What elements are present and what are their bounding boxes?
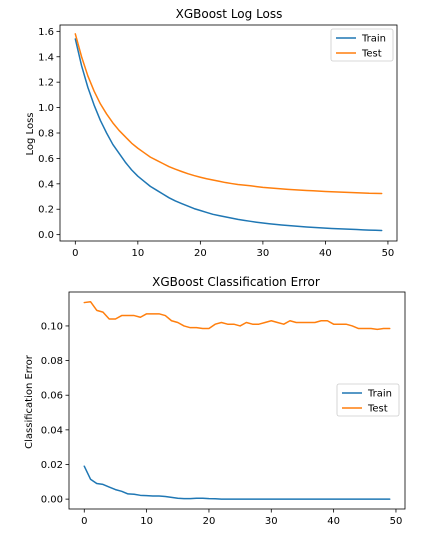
y-tick-label: 0.00 — [41, 495, 63, 506]
ticks-group: 0 10 20 30 40 50 0.00 0.02 0.04 0.06 0.08 0.10 — [41, 321, 403, 527]
chart-title: XGBoost Classification Error — [152, 275, 320, 289]
legend-label-train: Train — [361, 34, 386, 45]
y-tick-label: 1.2 — [38, 78, 54, 89]
x-tick-label: 10 — [131, 248, 144, 259]
x-tick-label: 20 — [194, 248, 207, 259]
series-line-test — [74, 33, 383, 195]
x-tick-label: 50 — [390, 516, 403, 527]
y-tick-label: 0.06 — [41, 391, 63, 402]
series-lines — [83, 300, 391, 500]
x-tick-label: 10 — [140, 516, 153, 527]
series-line-test — [83, 300, 391, 331]
legend: Train Test — [330, 28, 394, 62]
x-tick-label: 0 — [81, 516, 87, 527]
y-tick-label: 1.6 — [38, 27, 54, 38]
y-tick-label: 0.2 — [38, 205, 54, 216]
x-tick-label: 30 — [257, 248, 270, 259]
x-tick-label: 0 — [72, 248, 78, 259]
y-tick-label: 0.08 — [41, 356, 63, 367]
y-tick-label: 0.04 — [41, 425, 63, 436]
legend-label-test: Test — [367, 404, 388, 415]
y-tick-label: 1.4 — [38, 52, 54, 63]
plot-frame — [59, 24, 398, 242]
x-tick-label: 40 — [319, 248, 332, 259]
x-tick-label: 30 — [265, 516, 278, 527]
y-tick-label: 0.8 — [38, 129, 54, 140]
x-tick-label: 20 — [203, 516, 216, 527]
y-tick-label: 1.0 — [38, 103, 54, 114]
legend-label-train: Train — [367, 389, 392, 400]
y-tick-label: 0.4 — [38, 179, 54, 190]
ticks-group: 0 10 20 30 40 50 0.0 0.2 0.4 0.6 0.8 1.0 1.2 1.4 1.6 — [38, 27, 394, 259]
legend: Train Test — [336, 383, 400, 417]
log-loss-chart: XGBoost Log Loss Log Loss 0 10 20 30 40 50 0.0… — [25, 7, 398, 259]
y-tick-label: 0.02 — [41, 460, 63, 471]
y-tick-label: 0.0 — [38, 230, 54, 241]
chart-title: XGBoost Log Loss — [176, 7, 283, 21]
plot-frame — [68, 291, 406, 510]
legend-label-test: Test — [361, 49, 382, 60]
series-lines — [74, 33, 383, 232]
y-tick-label: 0.6 — [38, 154, 54, 165]
y-axis-label: Classification Error — [24, 354, 35, 449]
series-line-train — [74, 38, 383, 232]
y-axis-label: Log Loss — [25, 113, 36, 156]
series-line-train — [83, 465, 391, 500]
classification-error-chart: XGBoost Classification Error Classificat… — [24, 275, 406, 527]
x-tick-label: 50 — [382, 248, 395, 259]
x-tick-label: 40 — [327, 516, 340, 527]
y-tick-label: 0.10 — [41, 321, 63, 332]
